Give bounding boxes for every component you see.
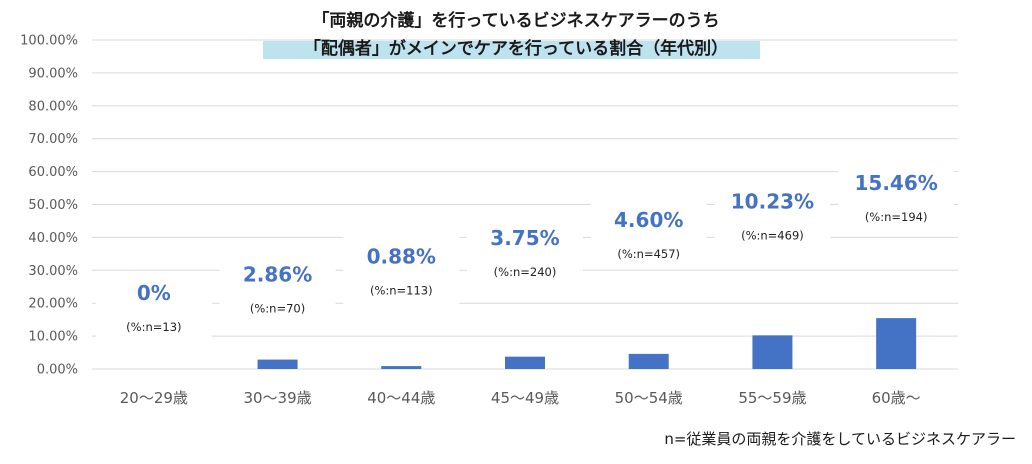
sample-size-label: (%:n=469): [741, 229, 804, 243]
bar: [876, 318, 917, 369]
bar: [505, 356, 545, 369]
sample-size-label: (%:n=240): [494, 265, 557, 279]
bar: [752, 335, 793, 369]
footnote: n=従業員の両親を介護をしているビジネスケアラー: [664, 430, 1016, 448]
y-tick-label: 50.00%: [28, 198, 78, 213]
x-axis: 20～29歳 30～39歳 40～44歳 45～49歳 50～54歳 55～59歳 60歳～: [120, 389, 921, 407]
y-tick-label: 70.00%: [28, 132, 78, 147]
y-tick-label: 60.00%: [28, 165, 78, 180]
data-label-background: [590, 198, 707, 268]
x-tick-label: 55～59歳: [738, 389, 806, 407]
data-label-background: [714, 180, 831, 250]
y-tick-label: 100.00%: [20, 34, 78, 49]
data-label-background: [219, 253, 336, 323]
data-label-background: [467, 217, 583, 287]
data-labels: 0% (%:n=13) 2.86% (%:n=70) 0.88% (%:n=113) 3.7…: [95, 162, 955, 341]
x-tick-label: 60歳～: [872, 389, 921, 407]
y-tick-label: 0.00%: [37, 363, 78, 378]
y-tick-label: 20.00%: [28, 297, 78, 312]
y-axis: 0.00% 10.00% 20.00% 30.00% 40.00% 50.00% 60.00…: [20, 34, 78, 378]
data-value-label: 0.88%: [367, 244, 436, 268]
bar: [381, 366, 422, 369]
chart-title-line1: 「両親の介護」を行っているビジネスケアラーのうち: [312, 10, 719, 31]
data-value-label: 4.60%: [614, 208, 683, 232]
y-tick-label: 80.00%: [28, 99, 78, 114]
data-value-label: 0%: [137, 281, 171, 305]
sample-size-label: (%:n=457): [617, 247, 680, 261]
bar: [628, 353, 669, 369]
x-tick-label: 20～29歳: [120, 389, 188, 407]
sample-size-label: (%:n=13): [126, 320, 181, 334]
data-value-label: 10.23%: [731, 190, 814, 214]
data-label-background: [95, 272, 212, 341]
bars: [257, 318, 917, 369]
y-tick-label: 10.00%: [28, 330, 78, 345]
chart-title-line2: 「配偶者」がメインでケアを行っている割合（年代別）: [304, 38, 728, 59]
data-label-background: [838, 162, 955, 232]
data-value-label: 2.86%: [243, 263, 312, 287]
data-value-label: 3.75%: [490, 226, 559, 250]
data-value-label: 15.46%: [854, 171, 937, 195]
title-highlight: [263, 41, 760, 59]
sample-size-label: (%:n=113): [370, 283, 433, 297]
bar: [257, 359, 298, 369]
x-tick-label: 30～39歳: [243, 389, 311, 407]
y-tick-label: 30.00%: [28, 264, 78, 279]
sample-size-label: (%:n=70): [250, 302, 305, 316]
x-tick-label: 40～44歳: [367, 389, 435, 407]
data-label-background: [343, 235, 460, 305]
sample-size-label: (%:n=194): [865, 210, 928, 224]
y-tick-label: 90.00%: [28, 66, 78, 81]
x-tick-label: 50～54歳: [615, 389, 683, 407]
y-tick-label: 40.00%: [28, 231, 78, 246]
x-tick-label: 45～49歳: [491, 389, 559, 407]
